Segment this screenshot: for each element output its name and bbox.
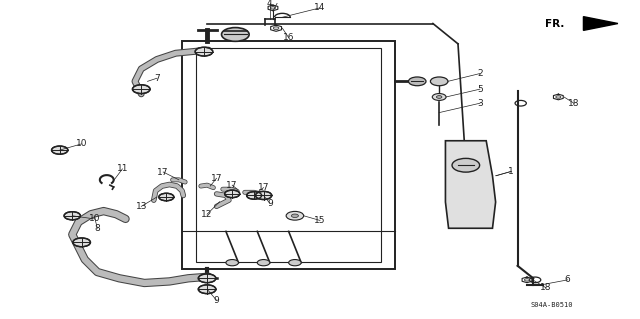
Circle shape [64, 212, 81, 220]
Circle shape [52, 146, 68, 154]
Text: 13: 13 [136, 202, 147, 211]
Circle shape [132, 85, 150, 93]
Text: S04A-B0510: S04A-B0510 [531, 302, 573, 308]
Bar [182, 41, 396, 269]
Circle shape [73, 238, 90, 247]
Polygon shape [584, 17, 618, 30]
Circle shape [226, 260, 239, 266]
Circle shape [408, 77, 426, 86]
Text: 14: 14 [314, 4, 326, 12]
Circle shape [289, 260, 301, 266]
Text: 17: 17 [227, 181, 238, 189]
Circle shape [271, 7, 275, 9]
Circle shape [452, 158, 479, 172]
Text: 16: 16 [283, 33, 294, 42]
Circle shape [436, 96, 442, 98]
Text: 1: 1 [508, 167, 514, 176]
Bar [196, 48, 381, 262]
Text: 2: 2 [477, 69, 483, 78]
Circle shape [257, 260, 270, 266]
Text: 17: 17 [258, 183, 269, 192]
Text: 9: 9 [267, 199, 273, 208]
Text: 6: 6 [565, 275, 571, 284]
Text: 9: 9 [214, 296, 220, 305]
Text: 18: 18 [568, 99, 580, 108]
Polygon shape [445, 141, 495, 228]
Text: 10: 10 [88, 214, 100, 223]
Circle shape [195, 47, 212, 56]
Text: 17: 17 [211, 174, 222, 183]
Text: 8: 8 [95, 224, 100, 233]
Circle shape [246, 192, 262, 199]
Text: 3: 3 [477, 99, 483, 108]
Text: 7: 7 [154, 74, 160, 83]
Circle shape [198, 274, 216, 283]
Circle shape [432, 93, 446, 100]
Text: FR.: FR. [545, 19, 564, 28]
Text: 11: 11 [116, 164, 128, 174]
Text: 15: 15 [314, 216, 326, 225]
Circle shape [286, 211, 304, 220]
Circle shape [159, 193, 174, 201]
Text: 10: 10 [76, 139, 88, 148]
Text: 5: 5 [477, 85, 483, 94]
Circle shape [291, 214, 298, 218]
Circle shape [221, 27, 249, 41]
Circle shape [225, 190, 240, 198]
Text: 17: 17 [157, 167, 169, 176]
Text: 18: 18 [540, 283, 552, 292]
Circle shape [255, 191, 272, 199]
Circle shape [273, 27, 279, 30]
Circle shape [198, 285, 216, 293]
Text: 12: 12 [202, 210, 212, 219]
Text: 4: 4 [267, 0, 273, 8]
Circle shape [556, 96, 561, 98]
Circle shape [524, 278, 529, 281]
Circle shape [430, 77, 448, 86]
